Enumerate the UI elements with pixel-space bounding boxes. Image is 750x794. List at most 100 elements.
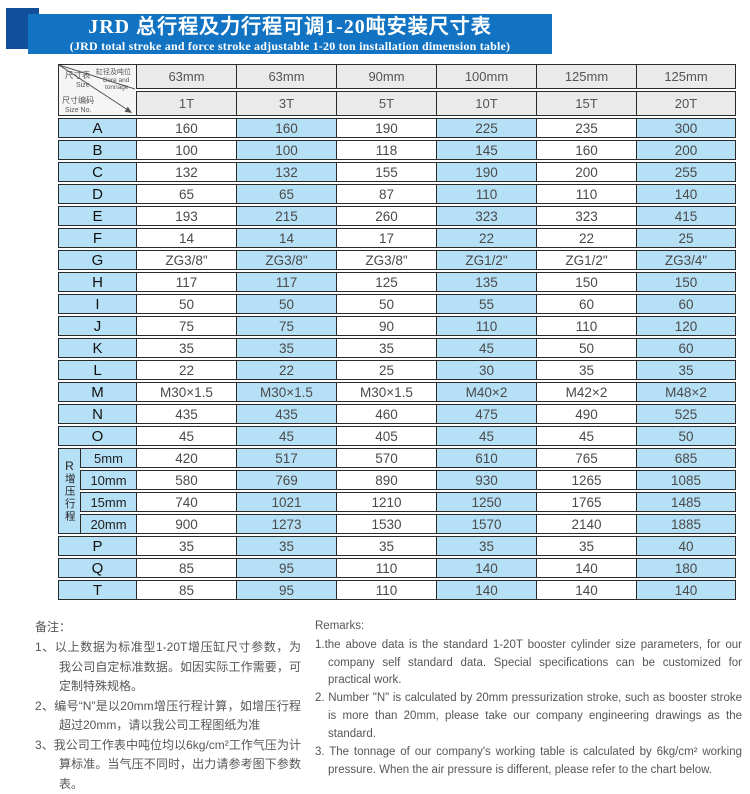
row-label: L bbox=[58, 360, 136, 380]
value-cell: 35 bbox=[536, 536, 636, 556]
remark-item: 2. Number "N" is calculated by 20mm pres… bbox=[315, 692, 742, 740]
value-cell: 25 bbox=[636, 228, 736, 248]
row-label: J bbox=[58, 316, 136, 336]
value-cell: 50 bbox=[336, 294, 436, 314]
value-cell: 570 bbox=[336, 448, 436, 468]
value-cell: 1530 bbox=[336, 514, 436, 534]
header-bore-4: 125mm bbox=[536, 64, 636, 89]
value-cell: 525 bbox=[636, 404, 736, 424]
row-label: N bbox=[58, 404, 136, 424]
value-cell: 155 bbox=[336, 162, 436, 182]
value-cell: 45 bbox=[236, 426, 336, 446]
value-cell: 1765 bbox=[536, 492, 636, 512]
table-row-D: D 65 65 87 110 110 140 bbox=[58, 184, 736, 204]
value-cell: 1265 bbox=[536, 470, 636, 490]
value-cell: 235 bbox=[536, 118, 636, 138]
value-cell: 50 bbox=[236, 294, 336, 314]
value-cell: 50 bbox=[636, 426, 736, 446]
value-cell: 140 bbox=[436, 580, 536, 600]
value-cell: 110 bbox=[336, 580, 436, 600]
value-cell: 323 bbox=[536, 206, 636, 226]
value-cell: 117 bbox=[136, 272, 236, 292]
r-vertical-label: 增压行程 bbox=[63, 472, 76, 523]
value-cell: 200 bbox=[536, 162, 636, 182]
value-cell: 215 bbox=[236, 206, 336, 226]
value-cell: 35 bbox=[236, 536, 336, 556]
value-cell: 260 bbox=[336, 206, 436, 226]
value-cell: 190 bbox=[336, 118, 436, 138]
header-bore-0: 63mm bbox=[136, 64, 236, 89]
row-sublabel: 5mm bbox=[80, 448, 136, 468]
value-cell: 140 bbox=[636, 580, 736, 600]
row-label: C bbox=[58, 162, 136, 182]
value-cell: 135 bbox=[436, 272, 536, 292]
value-cell: 50 bbox=[136, 294, 236, 314]
value-cell: 435 bbox=[236, 404, 336, 424]
value-cell: 610 bbox=[436, 448, 536, 468]
row-sublabel: 15mm bbox=[80, 492, 136, 512]
row-label: K bbox=[58, 338, 136, 358]
value-cell: 420 bbox=[136, 448, 236, 468]
table-row-M: M M30×1.5 M30×1.5 M30×1.5 M40×2 M42×2 M48×2 bbox=[58, 382, 736, 402]
header-bore-3: 100mm bbox=[436, 64, 536, 89]
value-cell: 95 bbox=[236, 558, 336, 578]
table-row-K: K 35 35 35 45 50 60 bbox=[58, 338, 736, 358]
value-cell: 40 bbox=[636, 536, 736, 556]
remarks-zh-heading: 备注： bbox=[35, 620, 72, 634]
value-cell: 95 bbox=[236, 580, 336, 600]
value-cell: 120 bbox=[636, 316, 736, 336]
row-label: D bbox=[58, 184, 136, 204]
page-title: JRD 总行程及力行程可调1-20吨安装尺寸表 bbox=[88, 16, 492, 38]
row-label: F bbox=[58, 228, 136, 248]
value-cell: 65 bbox=[236, 184, 336, 204]
remarks-chinese: 备注： 1、以上数据为标准型1-20T增压缸尺寸参数，为我公司自定标准数据。如因… bbox=[35, 618, 301, 794]
value-cell: 1085 bbox=[636, 470, 736, 490]
value-cell: 45 bbox=[436, 338, 536, 358]
value-cell: 180 bbox=[636, 558, 736, 578]
value-cell: 140 bbox=[636, 184, 736, 204]
table-row-R-20mm: 20mm 900 1273 1530 1570 2140 1885 bbox=[58, 514, 736, 534]
corner-sizeno-en: Size No. bbox=[65, 107, 92, 114]
value-cell: 22 bbox=[536, 228, 636, 248]
table-row-R-5mm: R 增压行程 5mm 420 517 570 610 765 685 bbox=[58, 448, 736, 534]
value-cell: 118 bbox=[336, 140, 436, 160]
table-row-T: T 85 95 110 140 140 140 bbox=[58, 580, 736, 600]
value-cell: 35 bbox=[136, 338, 236, 358]
header-bore-1: 63mm bbox=[236, 64, 336, 89]
value-cell: 35 bbox=[536, 360, 636, 380]
value-cell: 117 bbox=[236, 272, 336, 292]
title-banner-area: JRD 总行程及力行程可调1-20吨安装尺寸表 (JRD total strok… bbox=[0, 0, 750, 58]
value-cell: 145 bbox=[436, 140, 536, 160]
remarks-en-heading: Remarks: bbox=[315, 620, 365, 632]
value-cell: M30×1.5 bbox=[236, 382, 336, 402]
header-tonnage-5: 20T bbox=[636, 91, 736, 116]
header-tonnage-1: 3T bbox=[236, 91, 336, 116]
value-cell: 405 bbox=[336, 426, 436, 446]
value-cell: 45 bbox=[536, 426, 636, 446]
value-cell: 90 bbox=[336, 316, 436, 336]
value-cell: 17 bbox=[336, 228, 436, 248]
row-label: O bbox=[58, 426, 136, 446]
row-label: T bbox=[58, 580, 136, 600]
value-cell: M42×2 bbox=[536, 382, 636, 402]
table-row-J: J 75 75 90 110 110 120 bbox=[58, 316, 736, 336]
value-cell: ZG3/8" bbox=[136, 250, 236, 270]
corner-diagonal-graphic: 尺寸表 Size 缸径及吨位 Bore and tonnage 尺寸编码 Siz… bbox=[59, 65, 135, 114]
value-cell: 300 bbox=[636, 118, 736, 138]
value-cell: 65 bbox=[136, 184, 236, 204]
header-row-bore: 尺寸表 Size 缸径及吨位 Bore and tonnage 尺寸编码 Siz… bbox=[58, 64, 736, 116]
value-cell: 132 bbox=[136, 162, 236, 182]
value-cell: 150 bbox=[636, 272, 736, 292]
value-cell: 769 bbox=[236, 470, 336, 490]
value-cell: 85 bbox=[136, 558, 236, 578]
remarks-section: 备注： 1、以上数据为标准型1-20T增压缸尺寸参数，为我公司自定标准数据。如因… bbox=[35, 618, 742, 794]
value-cell: 1885 bbox=[636, 514, 736, 534]
value-cell: 900 bbox=[136, 514, 236, 534]
header-tonnage-0: 1T bbox=[136, 91, 236, 116]
value-cell: 1273 bbox=[236, 514, 336, 534]
corner-size-zh: 尺寸表 bbox=[65, 70, 91, 80]
value-cell: 110 bbox=[436, 184, 536, 204]
table-row-R-10mm: 10mm 580 769 890 930 1265 1085 bbox=[58, 470, 736, 490]
value-cell: 75 bbox=[136, 316, 236, 336]
remark-item: 3. The tonnage of our company's working … bbox=[315, 745, 742, 776]
